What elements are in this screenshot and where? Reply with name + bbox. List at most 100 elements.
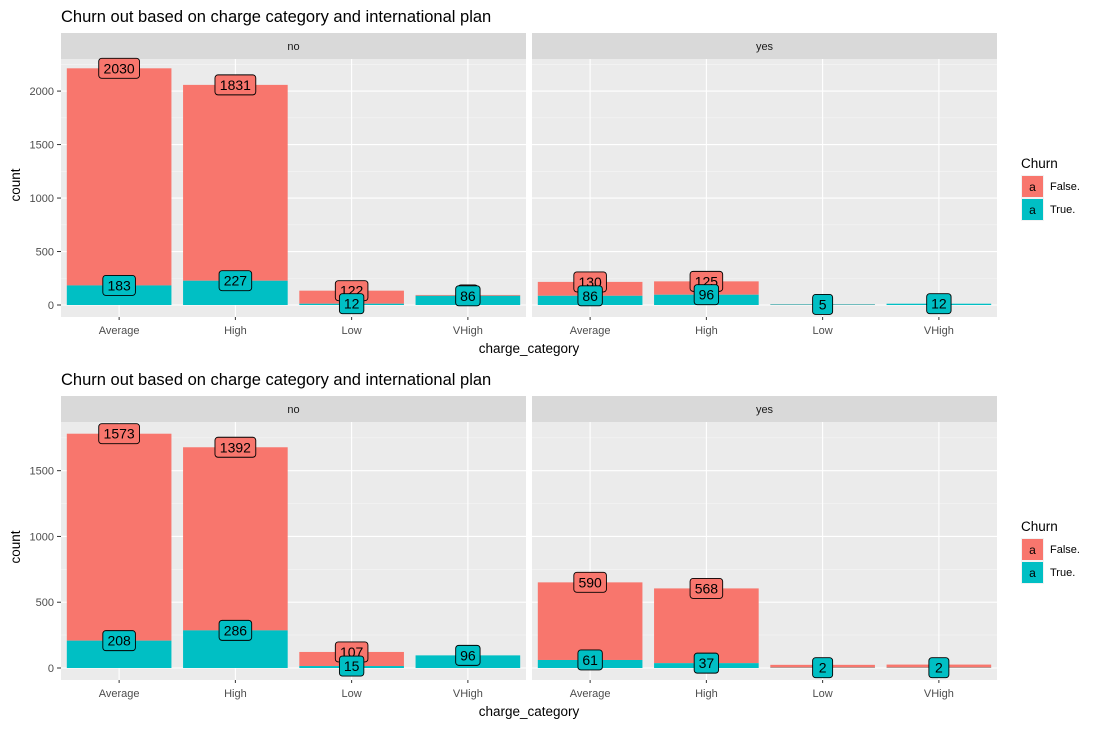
legend-key-glyph: a (1029, 203, 1036, 217)
x-tick-label: VHigh (453, 688, 483, 700)
legend-label: False. (1050, 544, 1080, 556)
x-tick-label: Low (342, 688, 362, 700)
data-label-text: 1831 (220, 77, 251, 93)
data-label-false: 568 (690, 578, 723, 598)
data-label-text: 12 (931, 296, 947, 312)
data-label-true: 61 (578, 650, 602, 670)
data-label-true: 12 (927, 294, 951, 314)
legend-title: Churn (1021, 519, 1058, 534)
x-tick-label: Average (570, 325, 611, 337)
y-axis-title: count (8, 168, 23, 201)
legend-entry: a True. (1021, 561, 1075, 584)
bar-false-average (67, 68, 172, 285)
data-label-text: 15 (344, 658, 360, 674)
data-label-text: 96 (460, 647, 476, 663)
facet-strip-label: yes (756, 404, 774, 416)
x-tick-label: High (224, 325, 247, 337)
y-tick-label: 1500 (30, 466, 54, 478)
data-label-true: 86 (578, 286, 602, 306)
facet-strip-label: no (287, 41, 299, 53)
bar-false-average (538, 582, 643, 660)
y-tick-label: 1000 (30, 531, 54, 543)
x-tick-label: High (224, 688, 247, 700)
x-tick-label: High (695, 325, 718, 337)
facet-panel-no: no2030183183122712212886AverageHighLowVH… (61, 33, 526, 337)
y-tick-label: 1500 (30, 140, 54, 152)
bar-false-high (183, 85, 288, 281)
data-label-text: 5 (819, 296, 827, 312)
data-label-true: 12 (339, 294, 363, 314)
facet-strip-label: yes (756, 41, 774, 53)
data-label-true: 2 (813, 658, 833, 678)
data-label-false: 1392 (215, 437, 256, 457)
data-label-true: 5 (813, 294, 833, 314)
data-label-text: 86 (460, 288, 476, 304)
legend-entry: a False. (1021, 175, 1080, 198)
data-label-true: 2 (929, 658, 949, 678)
y-tick-label: 1000 (30, 193, 54, 205)
x-tick-label: VHigh (924, 325, 954, 337)
data-label-true: 15 (339, 656, 363, 676)
legend-label: False. (1050, 181, 1080, 193)
data-label-text: 1573 (104, 426, 135, 442)
legend-label: True. (1050, 567, 1075, 579)
data-label-true: 286 (219, 620, 252, 640)
data-label-text: 12 (344, 296, 360, 312)
data-label-true: 37 (694, 653, 718, 673)
data-label-text: 1392 (220, 439, 251, 455)
x-axis-title: charge_category (479, 704, 580, 719)
y-tick-label: 0 (48, 663, 54, 675)
x-tick-label: Average (570, 688, 611, 700)
data-label-text: 183 (107, 277, 131, 293)
data-label-text: 590 (578, 574, 602, 590)
data-label-text: 227 (224, 273, 248, 289)
legend-title: Churn (1021, 156, 1058, 171)
data-label-text: 286 (224, 622, 248, 638)
data-label-true: 96 (694, 285, 718, 305)
data-label-true: 86 (456, 286, 480, 306)
data-label-false: 590 (574, 572, 607, 592)
legend-label: True. (1050, 204, 1075, 216)
legend: Churn a False. a True. (1021, 156, 1080, 221)
legend-key-glyph: a (1029, 180, 1036, 194)
bar-false-average (67, 434, 172, 641)
data-label-text: 2030 (104, 60, 135, 76)
data-label-text: 37 (699, 655, 715, 671)
data-label-text: 86 (582, 288, 598, 304)
chart-title: Churn out based on charge category and i… (61, 8, 491, 26)
data-label-text: 96 (699, 287, 715, 303)
chart-1: Churn out based on charge category and i… (8, 8, 1080, 356)
data-label-true: 227 (219, 271, 252, 291)
data-label-text: 61 (582, 652, 598, 668)
chart-2: Churn out based on charge category and i… (8, 371, 1080, 719)
bar-false-high (654, 588, 759, 663)
x-tick-label: Low (813, 688, 833, 700)
y-tick-label: 500 (36, 247, 54, 259)
x-tick-label: High (695, 688, 718, 700)
data-label-false: 1831 (215, 75, 256, 95)
y-tick-label: 500 (36, 597, 54, 609)
x-tick-label: Average (99, 688, 140, 700)
y-axis-title: count (8, 530, 23, 563)
x-tick-label: Average (99, 325, 140, 337)
x-tick-label: Low (813, 325, 833, 337)
data-label-text: 568 (695, 580, 719, 596)
data-label-text: 2 (819, 660, 827, 676)
x-tick-label: VHigh (453, 325, 483, 337)
data-label-text: 2 (935, 660, 943, 676)
bar-false-high (183, 447, 288, 630)
legend-entry: a True. (1021, 198, 1075, 221)
data-label-text: 208 (107, 633, 131, 649)
chart-title: Churn out based on charge category and i… (61, 371, 491, 389)
data-label-false: 2030 (99, 58, 140, 78)
data-label-true: 183 (103, 275, 136, 295)
facet-strip-label: no (287, 404, 299, 416)
y-tick-label: 0 (48, 300, 54, 312)
data-label-false: 1573 (99, 424, 140, 444)
legend-key-glyph: a (1029, 566, 1036, 580)
data-label-true: 96 (456, 645, 480, 665)
